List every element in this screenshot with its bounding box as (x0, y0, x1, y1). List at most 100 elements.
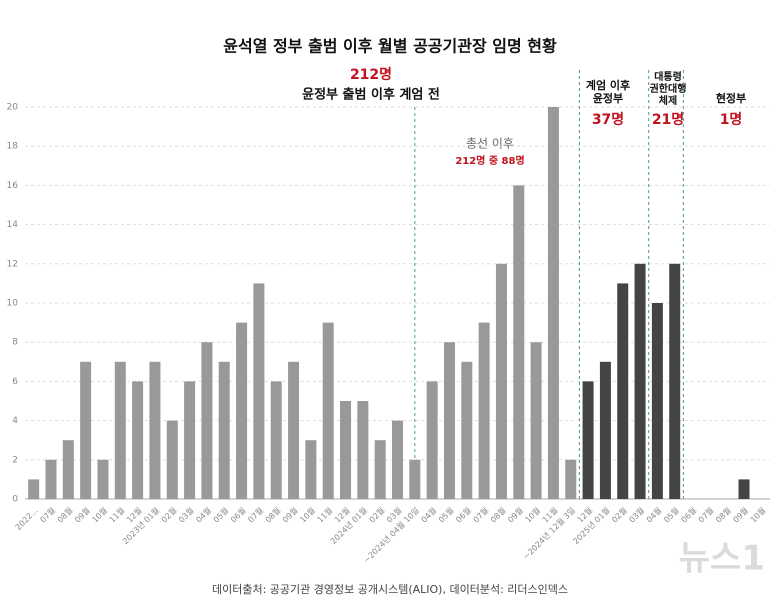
x-tick-label: 07월 (471, 505, 490, 524)
bar (374, 440, 386, 499)
x-tick-label: 08월 (488, 505, 507, 524)
x-tick-label: 03월 (627, 505, 646, 524)
bar (270, 381, 282, 499)
annotation: 계엄 이후 (586, 78, 630, 92)
bar (443, 342, 455, 499)
bar (669, 263, 681, 499)
y-tick-label: 2 (12, 455, 18, 465)
x-tick-label: 05월 (661, 505, 680, 524)
x-tick-label: 04월 (644, 505, 663, 524)
x-tick-label: 11월 (315, 505, 334, 524)
source: 데이터출처: 공공기관 경영정보 공개시스템(ALIO), 데이터분석: 리더스… (212, 583, 568, 596)
x-tick-label: 10월 (748, 505, 767, 524)
annotation: 권한대행 (650, 82, 687, 95)
bar (461, 361, 473, 499)
bar (738, 479, 750, 499)
bar (28, 479, 40, 499)
bar (357, 401, 369, 499)
y-tick-label: 18 (7, 142, 19, 152)
annotation: 212명 중 88명 (455, 154, 524, 167)
bar (322, 322, 334, 499)
bar (478, 322, 490, 499)
bar (253, 283, 265, 499)
y-tick-label: 12 (7, 259, 18, 269)
x-tick-label: 09월 (731, 505, 750, 524)
bar (80, 361, 92, 499)
bar (547, 107, 559, 499)
x-tick-label: 02월 (609, 505, 628, 524)
annotation: 체제 (659, 94, 677, 107)
annotation: 윤정부 출범 이후 계엄 전 (302, 87, 440, 103)
bar (426, 381, 438, 499)
x-tick-label: 2022... (14, 506, 40, 532)
annotation: 21명 (652, 111, 684, 128)
bar (617, 283, 629, 499)
bar (45, 459, 57, 499)
bar (513, 185, 525, 499)
annotation: 212명 (350, 66, 392, 83)
x-tick-label: 07월 (696, 505, 715, 524)
y-tick-label: 6 (12, 377, 18, 387)
x-tick-label: 07월 (246, 505, 265, 524)
y-tick-label: 10 (7, 299, 19, 309)
annotation: 총선 이후 (466, 137, 514, 151)
bar (97, 459, 109, 499)
x-tick-label: 04월 (419, 505, 438, 524)
bar (409, 459, 421, 499)
bar (599, 361, 611, 499)
annotation: 윤정부 (593, 91, 623, 105)
y-tick-label: 4 (12, 416, 18, 426)
x-tick-label: 09월 (505, 505, 524, 524)
bar (184, 381, 196, 499)
x-tick-label: 06월 (679, 505, 698, 524)
annotation: 현정부 (716, 91, 746, 105)
bar (340, 401, 352, 499)
x-tick-label: 09월 (280, 505, 299, 524)
x-tick-label: 02월 (367, 505, 386, 524)
x-tick-label: 07월 (38, 505, 57, 524)
x-tick-label: 09월 (72, 505, 91, 524)
bar (149, 361, 161, 499)
bar (530, 342, 542, 499)
bar (62, 440, 74, 499)
y-tick-label: 8 (12, 338, 18, 348)
bar (651, 303, 663, 499)
x-tick-label: 10월 (523, 505, 542, 524)
x-tick-label: 08월 (263, 505, 282, 524)
y-tick-label: 20 (7, 103, 19, 113)
bar (392, 420, 403, 499)
bar (288, 361, 300, 499)
x-tick-label: 10월 (90, 505, 109, 524)
x-tick-label: 04월 (194, 505, 213, 524)
annotation: 대통령 (654, 70, 682, 83)
y-tick-label: 14 (7, 220, 19, 230)
bar (201, 342, 213, 499)
bar (565, 459, 577, 499)
chart-title: 윤석열 정부 출범 이후 월별 공공기관장 임명 현황 (223, 37, 557, 56)
x-tick-label: 11월 (107, 505, 126, 524)
annotation: 1명 (720, 111, 743, 128)
annotation: 37명 (592, 111, 624, 128)
x-tick-label: 06월 (454, 505, 473, 524)
x-tick-label: 05월 (211, 505, 230, 524)
y-tick-label: 16 (7, 181, 19, 191)
bar (114, 361, 126, 499)
bar (218, 361, 230, 499)
x-tick-label: 05월 (436, 505, 455, 524)
bar (132, 381, 144, 499)
y-tick-label: 0 (12, 495, 18, 505)
bar (634, 263, 646, 499)
x-tick-label: 02월 (159, 505, 178, 524)
x-tick-label: 08월 (713, 505, 732, 524)
x-tick-label: 08월 (55, 505, 74, 524)
x-tick-label: 10월 (298, 505, 317, 524)
x-tick-label: 06월 (228, 505, 247, 524)
watermark: 뉴스1 (679, 539, 765, 579)
bar (166, 420, 178, 499)
bar (305, 440, 317, 499)
bar (495, 263, 507, 499)
bar (236, 322, 248, 499)
x-tick-label: 03월 (176, 505, 195, 524)
